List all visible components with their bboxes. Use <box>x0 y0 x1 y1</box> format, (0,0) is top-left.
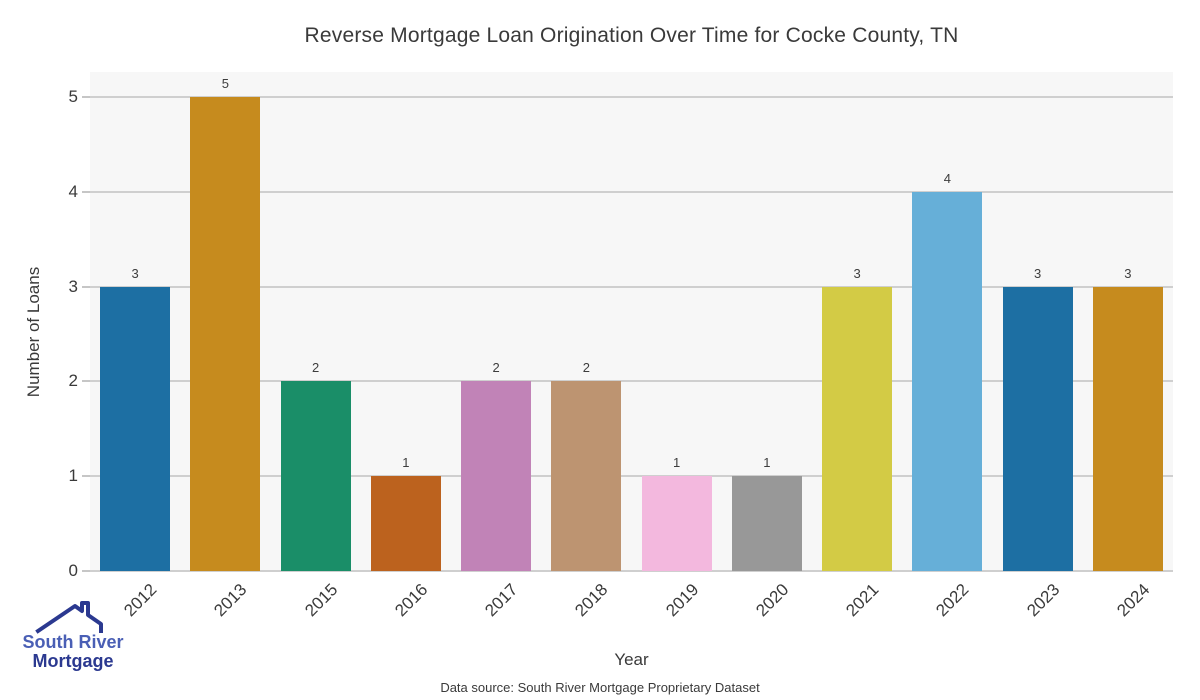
bar-value-label-2023: 3 <box>1034 265 1042 281</box>
bar-2018 <box>551 381 622 571</box>
y-tick-mark <box>82 190 90 193</box>
bar-value-label-2013: 5 <box>221 76 229 91</box>
bar-value-label-2015: 2 <box>312 360 320 376</box>
bar-value-label-2018: 2 <box>582 360 590 376</box>
bar-2024 <box>1092 286 1163 571</box>
bar-value-label-2016: 1 <box>402 455 410 471</box>
y-tick-label-1: 1 <box>68 466 78 486</box>
gridline-y1 <box>90 475 1173 478</box>
bar-2022 <box>912 191 983 571</box>
y-tick-label-5: 5 <box>68 87 78 106</box>
bar-value-label-2021: 3 <box>853 265 861 281</box>
y-tick-label-4: 4 <box>68 181 78 201</box>
y-tick-label-3: 3 <box>68 276 78 296</box>
chart-title: Reverse Mortgage Loan Origination Over T… <box>304 24 959 47</box>
plot-area: 3 2012 5 2013 2 2015 1 2016 2 2017 2 2018 1 2019 1 2020… <box>90 72 1173 620</box>
bar-value-label-2017: 2 <box>492 360 500 376</box>
gridline-y0 <box>90 570 1173 572</box>
bar-2020 <box>731 476 802 571</box>
bar-2017 <box>461 381 532 571</box>
y-tick-mark <box>82 285 90 288</box>
y-tick-label-0: 0 <box>68 561 78 580</box>
gridline-y4 <box>90 190 1173 193</box>
x-axis-title: Year <box>614 650 649 669</box>
house-roof-icon <box>35 601 103 634</box>
gridline-y3 <box>90 285 1173 288</box>
bar-2016 <box>370 476 441 571</box>
bar-value-label-2012: 3 <box>131 265 139 281</box>
bar-2023 <box>1002 286 1073 571</box>
south-river-mortgage-logo: South River Mortgage <box>18 601 128 672</box>
y-tick-label-2: 2 <box>68 371 78 391</box>
y-tick-mark <box>82 380 90 383</box>
data-source-note: Data source: South River Mortgage Propri… <box>440 680 760 695</box>
y-tick-mark <box>82 96 90 98</box>
bar-value-label-2024: 3 <box>1124 265 1132 281</box>
bar-2013 <box>190 97 261 571</box>
gridline-y2 <box>90 380 1173 383</box>
logo-text-line1: South River <box>22 632 124 652</box>
bar-value-label-2020: 1 <box>763 455 771 471</box>
y-tick-mark <box>82 570 90 572</box>
bar-value-label-2022: 4 <box>943 170 951 186</box>
gridline-y5 <box>90 96 1173 98</box>
logo-text-line2: Mortgage <box>32 651 114 672</box>
bar-2021 <box>822 286 893 571</box>
bar-value-label-2019: 1 <box>673 455 681 471</box>
bar-2015 <box>280 381 351 571</box>
bar-2012 <box>100 286 171 571</box>
bar-2019 <box>641 476 712 571</box>
y-tick-mark <box>82 475 90 478</box>
